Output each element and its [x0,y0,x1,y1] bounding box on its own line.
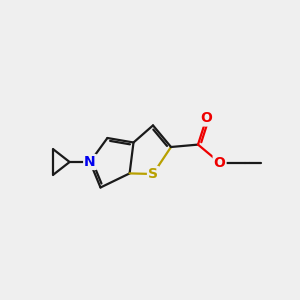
Text: O: O [200,112,212,125]
Text: methyl: methyl [248,162,253,163]
Text: S: S [148,167,158,181]
Text: N: N [84,155,96,169]
Text: O: O [214,156,226,170]
